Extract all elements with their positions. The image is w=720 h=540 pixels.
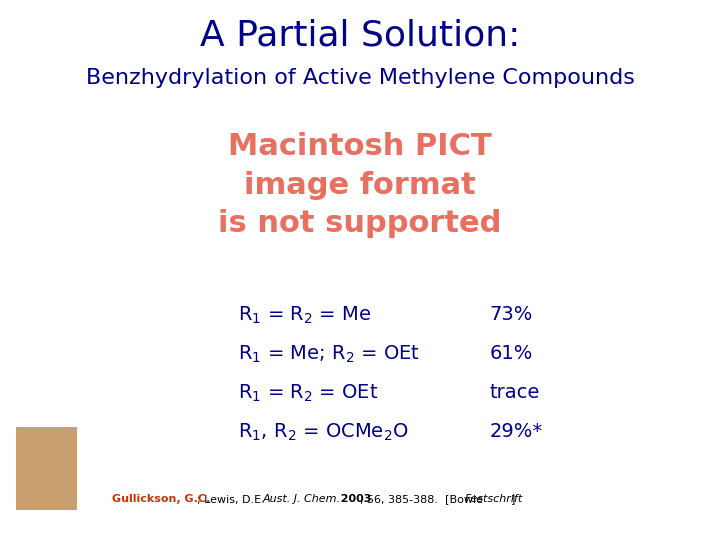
Text: Festschrift: Festschrift bbox=[464, 495, 523, 504]
Text: Benzhydrylation of Active Methylene Compounds: Benzhydrylation of Active Methylene Comp… bbox=[86, 68, 634, 87]
Text: R$_1$, R$_2$ = OCMe$_2$O: R$_1$, R$_2$ = OCMe$_2$O bbox=[238, 422, 408, 443]
Text: , 56, 385-388.  [Bowie: , 56, 385-388. [Bowie bbox=[360, 495, 487, 504]
Text: 73%: 73% bbox=[490, 305, 533, 324]
Text: R$_1$ = R$_2$ = Me: R$_1$ = R$_2$ = Me bbox=[238, 305, 371, 326]
FancyBboxPatch shape bbox=[16, 427, 77, 510]
Text: R$_1$ = R$_2$ = OEt: R$_1$ = R$_2$ = OEt bbox=[238, 383, 378, 404]
Text: 29%*: 29%* bbox=[490, 422, 543, 441]
Text: ]: ] bbox=[511, 495, 516, 504]
Text: 61%: 61% bbox=[490, 344, 533, 363]
Text: R$_1$ = Me; R$_2$ = OEt: R$_1$ = Me; R$_2$ = OEt bbox=[238, 344, 420, 365]
Text: A Partial Solution:: A Partial Solution: bbox=[200, 19, 520, 53]
Text: Macintosh PICT
image format
is not supported: Macintosh PICT image format is not suppo… bbox=[218, 132, 502, 238]
Text: trace: trace bbox=[490, 383, 540, 402]
Text: Gullickson, G.C.: Gullickson, G.C. bbox=[112, 495, 210, 504]
Text: 2003: 2003 bbox=[333, 495, 372, 504]
Text: ; Lewis, D.E.: ; Lewis, D.E. bbox=[197, 495, 268, 504]
Text: Aust. J. Chem.: Aust. J. Chem. bbox=[263, 495, 341, 504]
